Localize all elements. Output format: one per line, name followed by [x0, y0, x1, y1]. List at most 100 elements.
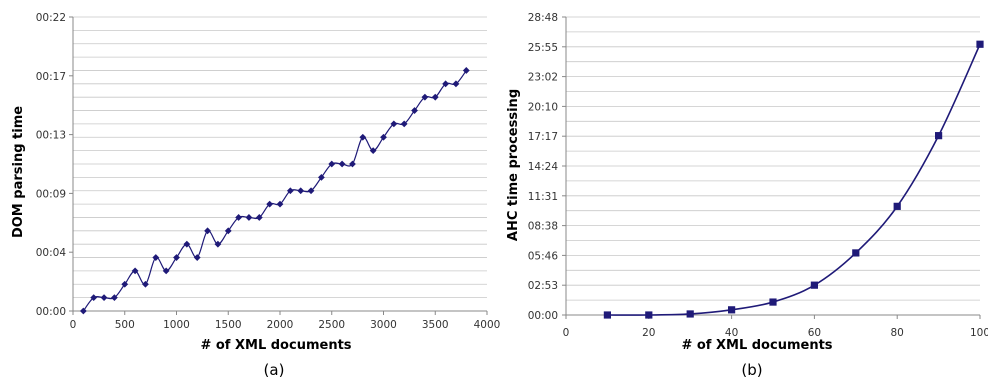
- chart-b-axes: [562, 16, 981, 319]
- x-tick-label: 20: [642, 327, 655, 339]
- data-point: [431, 93, 439, 101]
- y-tick-label: 08:38: [528, 221, 558, 233]
- data-point: [338, 160, 346, 168]
- data-point: [390, 120, 398, 128]
- y-tick-label: 00:00: [36, 306, 66, 318]
- y-tick-label: 20:10: [528, 101, 558, 113]
- chart-a-x-axis-label: # of XML documents: [200, 338, 351, 353]
- y-tick-label: 28:48: [528, 12, 558, 24]
- chart-a-axes: [69, 16, 488, 315]
- chart-b-gridlines: [566, 16, 980, 316]
- y-tick-label: 00:17: [36, 71, 66, 83]
- data-point: [442, 80, 449, 88]
- chart-b-y-tick-labels: 00:00 02:53 05:46 08:38 11:31 14:24 17:17 20:10…: [528, 12, 559, 322]
- y-tick-label: 00:13: [36, 130, 66, 142]
- y-tick-label: 11:31: [528, 191, 558, 203]
- chart-a-y-tick-labels: 00:00 00:04 00:09 00:13 00:17 00:22: [36, 12, 67, 318]
- data-point: [769, 298, 777, 306]
- data-point: [131, 267, 139, 275]
- data-point: [111, 294, 118, 302]
- y-tick-label: 00:00: [528, 310, 558, 322]
- data-point: [935, 132, 943, 140]
- data-point: [152, 254, 160, 261]
- data-point: [400, 120, 408, 128]
- data-point: [359, 133, 367, 141]
- data-point: [79, 307, 87, 315]
- chart-a-y-axis-label: DOM parsing time: [11, 106, 26, 238]
- y-tick-label: 05:46: [528, 250, 559, 262]
- data-point: [276, 200, 284, 208]
- chart-a-gridlines: [73, 16, 487, 312]
- y-tick-label: 00:22: [36, 12, 66, 24]
- x-tick-label: 500: [115, 319, 135, 331]
- chart-b-x-axis-label: # of XML documents: [681, 338, 832, 353]
- data-point: [421, 93, 429, 101]
- data-point: [162, 267, 170, 275]
- data-point: [380, 133, 387, 141]
- x-tick-label: 3000: [370, 319, 397, 331]
- x-tick-label: 2500: [318, 319, 345, 331]
- chart-a: 00:00 00:04 00:09 00:13 00:17 00:22 0 500 1000 1…: [11, 12, 500, 379]
- data-point: [307, 187, 315, 195]
- data-point: [452, 80, 460, 88]
- y-tick-label: 17:17: [528, 131, 558, 143]
- x-tick-label: 40: [725, 327, 738, 339]
- data-point: [121, 280, 129, 288]
- chart-b-caption: (b): [741, 361, 762, 379]
- chart-b-x-tick-labels: 0 20 40 60 80 100: [563, 327, 988, 339]
- data-point: [286, 187, 294, 195]
- data-point: [90, 294, 98, 302]
- x-tick-label: 2000: [267, 319, 294, 331]
- data-point: [255, 214, 263, 221]
- chart-b-series-line: [607, 43, 981, 316]
- chart-a-caption: (a): [264, 361, 285, 379]
- y-tick-label: 25:55: [528, 42, 558, 54]
- data-point: [852, 249, 860, 257]
- data-point: [369, 147, 377, 155]
- data-point: [893, 202, 901, 210]
- data-point: [266, 200, 274, 208]
- data-point: [810, 281, 818, 289]
- data-point: [728, 306, 736, 314]
- chart-a-x-tick-labels: 0 500 1000 1500 2000 2500 3000 3500 4000: [70, 319, 501, 331]
- data-point: [603, 311, 611, 319]
- x-tick-label: 0: [70, 319, 77, 331]
- x-tick-label: 100: [970, 327, 988, 339]
- chart-b-y-axis-label: AHC time processing: [506, 89, 521, 241]
- x-tick-label: 1000: [163, 319, 190, 331]
- chart-b-markers: [603, 40, 984, 319]
- data-point: [173, 254, 180, 261]
- y-tick-label: 00:09: [36, 188, 66, 200]
- data-point: [297, 187, 305, 195]
- data-point: [100, 294, 108, 302]
- data-point: [349, 160, 356, 168]
- y-tick-label: 02:53: [528, 280, 558, 292]
- x-tick-label: 4000: [474, 319, 501, 331]
- data-point: [976, 40, 984, 48]
- data-point: [328, 160, 336, 168]
- data-point: [183, 240, 191, 248]
- chart-a-markers: [79, 67, 470, 315]
- data-point: [318, 173, 325, 181]
- x-tick-label: 1500: [215, 319, 242, 331]
- data-point: [462, 67, 470, 74]
- data-point: [224, 227, 232, 235]
- x-tick-label: 0: [563, 327, 570, 339]
- chart-b: 00:00 02:53 05:46 08:38 11:31 14:24 17:17 20:10…: [506, 12, 988, 379]
- x-tick-label: 3500: [422, 319, 449, 331]
- x-tick-label: 60: [808, 327, 821, 339]
- y-tick-label: 00:04: [36, 247, 67, 259]
- data-point: [214, 240, 222, 248]
- data-point: [235, 214, 242, 221]
- data-point: [245, 214, 253, 221]
- x-tick-label: 80: [891, 327, 904, 339]
- data-point: [193, 254, 201, 261]
- data-point: [142, 280, 149, 288]
- y-tick-label: 23:02: [528, 72, 558, 84]
- y-tick-label: 14:24: [528, 161, 559, 173]
- data-point: [686, 310, 694, 318]
- data-point: [411, 107, 418, 114]
- data-point: [204, 227, 211, 235]
- data-point: [645, 311, 653, 319]
